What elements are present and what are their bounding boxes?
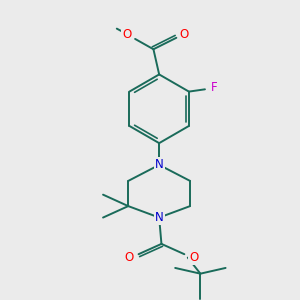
Text: O: O bbox=[122, 28, 132, 41]
Text: N: N bbox=[155, 158, 164, 171]
Text: O: O bbox=[189, 251, 198, 264]
Text: N: N bbox=[155, 211, 164, 224]
Text: O: O bbox=[125, 251, 134, 264]
Text: F: F bbox=[211, 80, 217, 94]
Text: O: O bbox=[180, 28, 189, 41]
